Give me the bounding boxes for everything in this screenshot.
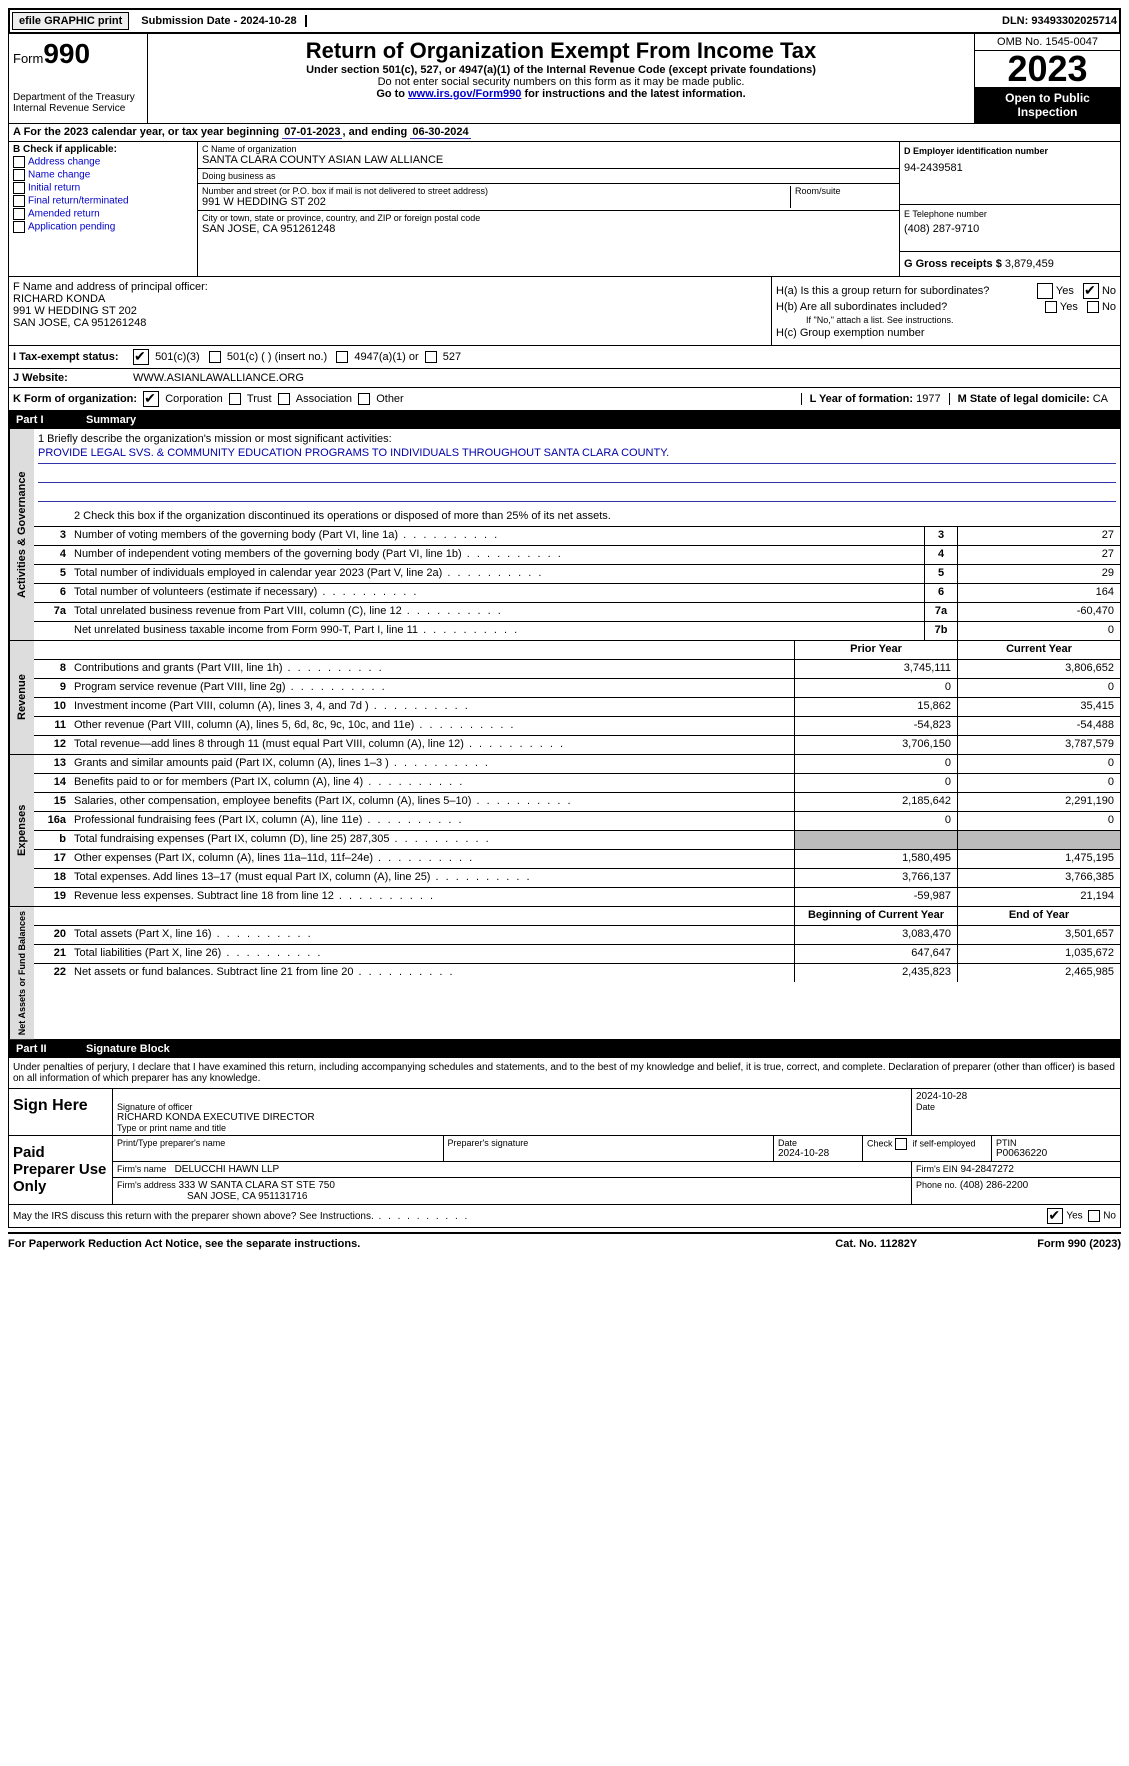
cb-discuss-no[interactable] — [1088, 1210, 1100, 1222]
boxes-fh: F Name and address of principal officer:… — [8, 277, 1121, 346]
submission-date: Submission Date - 2024-10-28 — [141, 15, 306, 27]
signature-block: Under penalties of perjury, I declare th… — [8, 1058, 1121, 1228]
cb-501c3[interactable] — [133, 349, 149, 365]
mission-text: PROVIDE LEGAL SVS. & COMMUNITY EDUCATION… — [38, 447, 1116, 464]
firm-name: DELUCCHI HAWN LLP — [175, 1164, 280, 1175]
officer-signature: RICHARD KONDA EXECUTIVE DIRECTOR — [117, 1112, 907, 1123]
tax-period: A For the 2023 calendar year, or tax yea… — [8, 124, 1121, 142]
box-deg: D Employer identification number 94-2439… — [900, 142, 1120, 276]
side-governance: Activities & Governance — [9, 429, 34, 640]
side-net-assets: Net Assets or Fund Balances — [9, 907, 34, 1039]
cb-501c[interactable] — [209, 351, 221, 363]
box-b: B Check if applicable: Address change Na… — [9, 142, 198, 276]
cb-ha-yes[interactable] — [1037, 283, 1053, 299]
topbar: efile GRAPHIC print Submission Date - 20… — [8, 8, 1121, 34]
dln: DLN: 93493302025714 — [1002, 15, 1117, 27]
box-h: H(a) Is this a group return for subordin… — [772, 277, 1120, 345]
cb-4947[interactable] — [336, 351, 348, 363]
summary-line-7a: 7a Total unrelated business revenue from… — [34, 603, 1120, 622]
summary-line-3: 3 Number of voting members of the govern… — [34, 527, 1120, 546]
org-city: SAN JOSE, CA 951261248 — [202, 223, 895, 235]
tax-exempt-status: I Tax-exempt status: 501(c)(3) 501(c) ( … — [8, 346, 1121, 369]
form-subtitle-2: Do not enter social security numbers on … — [152, 76, 970, 88]
website-row: J Website: WWW.ASIANLAWALLIANCE.ORG — [8, 369, 1121, 388]
cb-hb-no[interactable] — [1087, 301, 1099, 313]
summary-table: Activities & Governance 1 Briefly descri… — [8, 429, 1121, 1040]
cb-trust[interactable] — [229, 393, 241, 405]
form-title: Return of Organization Exempt From Incom… — [152, 38, 970, 64]
summary-line-15: 15 Salaries, other compensation, employe… — [34, 793, 1120, 812]
firm-ein: 94-2847272 — [961, 1164, 1014, 1175]
dept-treasury: Department of the Treasury Internal Reve… — [13, 92, 143, 114]
part1-header: Part ISummary — [8, 411, 1121, 429]
officer-name: RICHARD KONDA — [13, 293, 767, 305]
summary-line-12: 12 Total revenue—add lines 8 through 11 … — [34, 736, 1120, 754]
gross-receipts: 3,879,459 — [1005, 258, 1054, 270]
side-expenses: Expenses — [9, 755, 34, 906]
cb-ha-no[interactable] — [1083, 283, 1099, 299]
cb-527[interactable] — [425, 351, 437, 363]
cb-hb-yes[interactable] — [1045, 301, 1057, 313]
summary-line-8: 8 Contributions and grants (Part VIII, l… — [34, 660, 1120, 679]
summary-line-5: 5 Total number of individuals employed i… — [34, 565, 1120, 584]
year-formation: 1977 — [916, 393, 940, 405]
cb-discuss-yes[interactable] — [1047, 1208, 1063, 1224]
cb-amended-return[interactable]: Amended return — [13, 208, 193, 220]
summary-line-18: 18 Total expenses. Add lines 13–17 (must… — [34, 869, 1120, 888]
website-value: WWW.ASIANLAWALLIANCE.ORG — [133, 372, 304, 384]
paid-preparer-label: Paid Preparer Use Only — [9, 1136, 113, 1204]
summary-line-13: 13 Grants and similar amounts paid (Part… — [34, 755, 1120, 774]
cb-other[interactable] — [358, 393, 370, 405]
box-f: F Name and address of principal officer:… — [9, 277, 772, 345]
summary-line-22: 22 Net assets or fund balances. Subtract… — [34, 964, 1120, 982]
side-revenue: Revenue — [9, 641, 34, 754]
footer: For Paperwork Reduction Act Notice, see … — [8, 1232, 1121, 1250]
summary-line-19: 19 Revenue less expenses. Subtract line … — [34, 888, 1120, 906]
summary-line-6: 6 Total number of volunteers (estimate i… — [34, 584, 1120, 603]
summary-line-9: 9 Program service revenue (Part VIII, li… — [34, 679, 1120, 698]
form-subtitle-1: Under section 501(c), 527, or 4947(a)(1)… — [152, 64, 970, 76]
part2-header: Part IISignature Block — [8, 1040, 1121, 1058]
summary-line-20: 20 Total assets (Part X, line 16) 3,083,… — [34, 926, 1120, 945]
k-org-row: K Form of organization: Corporation Trus… — [8, 388, 1121, 411]
cb-self-employed[interactable] — [895, 1138, 907, 1150]
cb-final-return[interactable]: Final return/terminated — [13, 195, 193, 207]
summary-line-11: 11 Other revenue (Part VIII, column (A),… — [34, 717, 1120, 736]
summary-line-10: 10 Investment income (Part VIII, column … — [34, 698, 1120, 717]
cb-name-change[interactable]: Name change — [13, 169, 193, 181]
org-street: 991 W HEDDING ST 202 — [202, 196, 790, 208]
open-to-public: Open to Public Inspection — [975, 87, 1120, 123]
telephone: (408) 287-9710 — [904, 223, 1116, 235]
sign-date: 2024-10-28 — [916, 1091, 1116, 1102]
sign-here-label: Sign Here — [9, 1089, 113, 1135]
cb-application-pending[interactable]: Application pending — [13, 221, 193, 233]
cb-assoc[interactable] — [278, 393, 290, 405]
state-domicile: CA — [1093, 393, 1108, 405]
summary-line-21: 21 Total liabilities (Part X, line 26) 6… — [34, 945, 1120, 964]
cb-address-change[interactable]: Address change — [13, 156, 193, 168]
irs-link[interactable]: www.irs.gov/Form990 — [408, 88, 521, 100]
ein: 94-2439581 — [904, 162, 1116, 174]
cb-initial-return[interactable]: Initial return — [13, 182, 193, 194]
summary-line-16a: 16a Professional fundraising fees (Part … — [34, 812, 1120, 831]
efile-print-button[interactable]: efile GRAPHIC print — [12, 12, 129, 30]
cb-corp[interactable] — [143, 391, 159, 407]
summary-line-17: 17 Other expenses (Part IX, column (A), … — [34, 850, 1120, 869]
boxes-bcde: B Check if applicable: Address change Na… — [8, 142, 1121, 277]
ptin: P00636220 — [996, 1148, 1116, 1159]
summary-line-: Net unrelated business taxable income fr… — [34, 622, 1120, 640]
org-name: SANTA CLARA COUNTY ASIAN LAW ALLIANCE — [202, 154, 895, 166]
summary-line-4: 4 Number of independent voting members o… — [34, 546, 1120, 565]
box-c: C Name of organization SANTA CLARA COUNT… — [198, 142, 900, 276]
form-header: Form990 Department of the Treasury Inter… — [8, 34, 1121, 124]
summary-line-14: 14 Benefits paid to or for members (Part… — [34, 774, 1120, 793]
mission-block: 1 Briefly describe the organization's mi… — [34, 429, 1120, 508]
summary-line-b: b Total fundraising expenses (Part IX, c… — [34, 831, 1120, 850]
form-number: Form990 — [13, 38, 143, 70]
form-subtitle-3: Go to www.irs.gov/Form990 for instructio… — [152, 88, 970, 100]
firm-phone: (408) 286-2200 — [960, 1180, 1028, 1191]
tax-year: 2023 — [975, 51, 1120, 87]
